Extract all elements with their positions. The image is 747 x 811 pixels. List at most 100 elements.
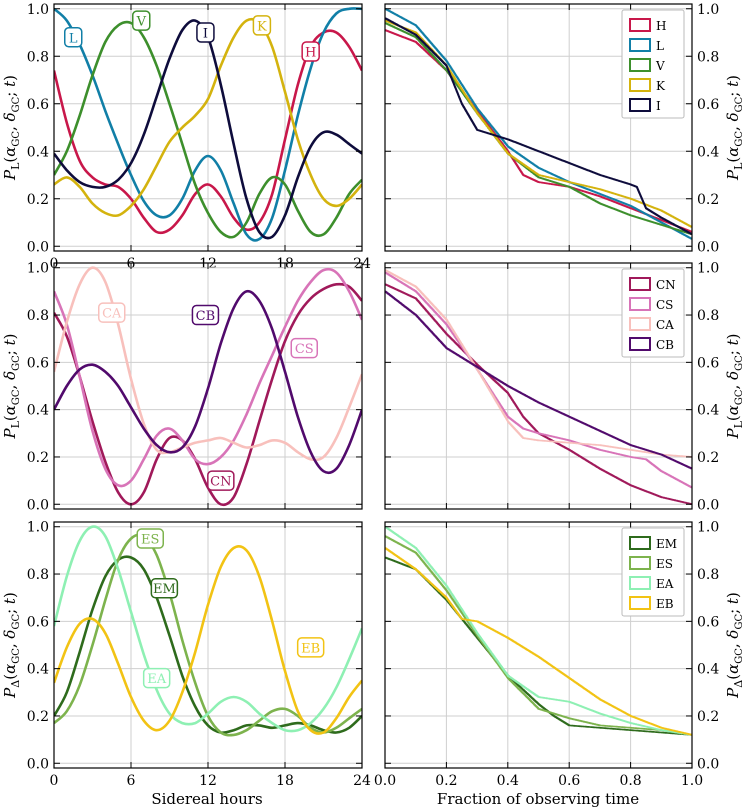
- y-tick-label: 0.8: [697, 567, 719, 583]
- svg-text:EB: EB: [301, 641, 320, 656]
- legend-label-EB: EB: [656, 597, 674, 611]
- legend-label-CN: CN: [656, 278, 676, 292]
- y-tick-label: 0.0: [27, 239, 49, 255]
- series-line-CN: [385, 283, 692, 505]
- y-tick-label: 0.4: [697, 144, 719, 160]
- legend-swatch-CA: [629, 317, 651, 331]
- y-tick-label: 1.0: [27, 520, 49, 536]
- legend: CN CS CA CB: [621, 268, 685, 358]
- axes-frame: [384, 521, 693, 769]
- y-tick-label: 0.4: [27, 144, 49, 160]
- legend-label-CB: CB: [656, 338, 674, 352]
- y-axis-label: PL(αGC, δGC; t): [1, 334, 22, 440]
- series-line-CA: [385, 269, 692, 458]
- y-axis-label: PΔ(αGC, δGC; t): [724, 592, 745, 699]
- legend-swatch-K: [629, 78, 651, 92]
- legend-label-V: V: [655, 59, 665, 73]
- legend-label-EA: EA: [656, 577, 674, 591]
- y-tick-label: 0.8: [27, 567, 49, 583]
- curve-label-K: K: [252, 15, 272, 36]
- y-tick-label: 1.0: [27, 261, 49, 277]
- series-line-EA: [385, 525, 692, 736]
- curve-label-I: I: [196, 22, 215, 43]
- panel-middle-left: 0.0 0.2 0.4 0.6 0.8 1.0 PL(αGC, δGC; t) CA CB CS C…: [1, 261, 363, 513]
- y-tick-label: 0.2: [697, 709, 719, 725]
- y-tick-label: 1.0: [27, 2, 49, 18]
- curve-label-EA: EA: [142, 667, 171, 689]
- series-line-CS: [54, 267, 362, 488]
- legend-swatch-L: [629, 38, 651, 52]
- legend-swatch-ES: [629, 556, 651, 570]
- series-line-V: [385, 22, 692, 235]
- series-line-I: [385, 17, 692, 235]
- series-line-EB: [54, 545, 362, 735]
- series-line-L: [385, 8, 692, 240]
- y-tick-label: 0.0: [27, 756, 49, 772]
- y-tick-label: 0.4: [27, 662, 49, 678]
- y-tick-label: 0.8: [27, 308, 49, 324]
- series-line-CA: [54, 266, 362, 462]
- y-tick-label: 0.2: [27, 450, 49, 466]
- x-tick-label: 0.6: [558, 773, 580, 789]
- series-line-V: [54, 20, 362, 239]
- series-line-EB: [385, 547, 692, 736]
- curve-label-CS: CS: [290, 337, 318, 359]
- series-line-CS: [385, 271, 692, 489]
- axes-frame: [384, 3, 693, 252]
- svg-text:CS: CS: [295, 342, 314, 357]
- y-axis-label: PL(αGC, δGC; t): [1, 75, 22, 181]
- svg-text:CB: CB: [196, 309, 216, 324]
- y-tick-label: 0.0: [697, 497, 719, 513]
- legend-swatch-I: [629, 98, 651, 112]
- svg-text:EM: EM: [153, 582, 176, 597]
- y-tick-label: 0.6: [27, 614, 49, 630]
- y-tick-label: 0.8: [697, 49, 719, 65]
- series-line-EM: [385, 556, 692, 736]
- legend-swatch-V: [629, 58, 651, 72]
- x-tick-label: 0.2: [435, 773, 457, 789]
- curve-label-CB: CB: [191, 304, 220, 326]
- x-axis-label-right: Fraction of observing time: [437, 790, 639, 808]
- x-tick-label: 18: [276, 773, 294, 789]
- curve-label-EB: EB: [296, 637, 325, 658]
- curve-label-EM: EM: [150, 577, 179, 599]
- legend-label-L: L: [656, 39, 664, 53]
- legend-label-EM: EM: [656, 537, 677, 551]
- panel-bottom-right: 0.00.20.40.60.81.00.0 0.2 0.4 0.6 0.8 1.0PΔ(α…: [374, 520, 745, 789]
- y-tick-label: 0.4: [697, 403, 719, 419]
- panel-bottom-left: 0.0 0.2 0.4 0.6 0.8 1.0 0 6 12 18 24 PΔ(αGC, δGC; t…: [1, 520, 371, 789]
- x-tick-label: 24: [353, 773, 371, 789]
- y-axis-label: PL(αGC, δGC; t): [724, 75, 745, 181]
- svg-text:H: H: [305, 46, 316, 61]
- series-line-CB: [385, 290, 692, 470]
- y-tick-label: 0.6: [697, 355, 719, 371]
- curve-label-V: V: [132, 10, 151, 31]
- series-line-L: [54, 7, 362, 242]
- y-tick-label: 0.8: [27, 49, 49, 65]
- svg-text:I: I: [203, 27, 208, 42]
- panel-middle-right: 0.00.20.40.60.81.0PL(αGC, δGC; t)CNCSCAC…: [384, 261, 745, 513]
- legend-swatch-CN: [629, 277, 651, 291]
- y-axis-label: PL(αGC, δGC; t): [724, 334, 745, 440]
- legend-label-CS: CS: [656, 298, 673, 312]
- y-tick-label: 0.4: [697, 662, 719, 678]
- y-tick-label: 1.0: [697, 261, 719, 277]
- y-tick-label: 0.6: [27, 355, 49, 371]
- legend-label-H: H: [656, 19, 666, 33]
- y-tick-label: 0.2: [27, 709, 49, 725]
- series-line-ES: [385, 535, 692, 736]
- curve-label-H: H: [301, 41, 320, 62]
- y-tick-label: 0.0: [27, 497, 49, 513]
- series-line-K: [54, 17, 362, 218]
- legend: EM ES EA EB: [621, 527, 685, 617]
- curve-label-CA: CA: [98, 302, 126, 323]
- legend-label-ES: ES: [656, 557, 673, 571]
- legend-swatch-EA: [629, 576, 651, 590]
- svg-text:V: V: [136, 15, 147, 30]
- curve-label-L: L: [64, 27, 83, 48]
- series-line-EA: [54, 525, 362, 733]
- svg-text:K: K: [257, 19, 267, 34]
